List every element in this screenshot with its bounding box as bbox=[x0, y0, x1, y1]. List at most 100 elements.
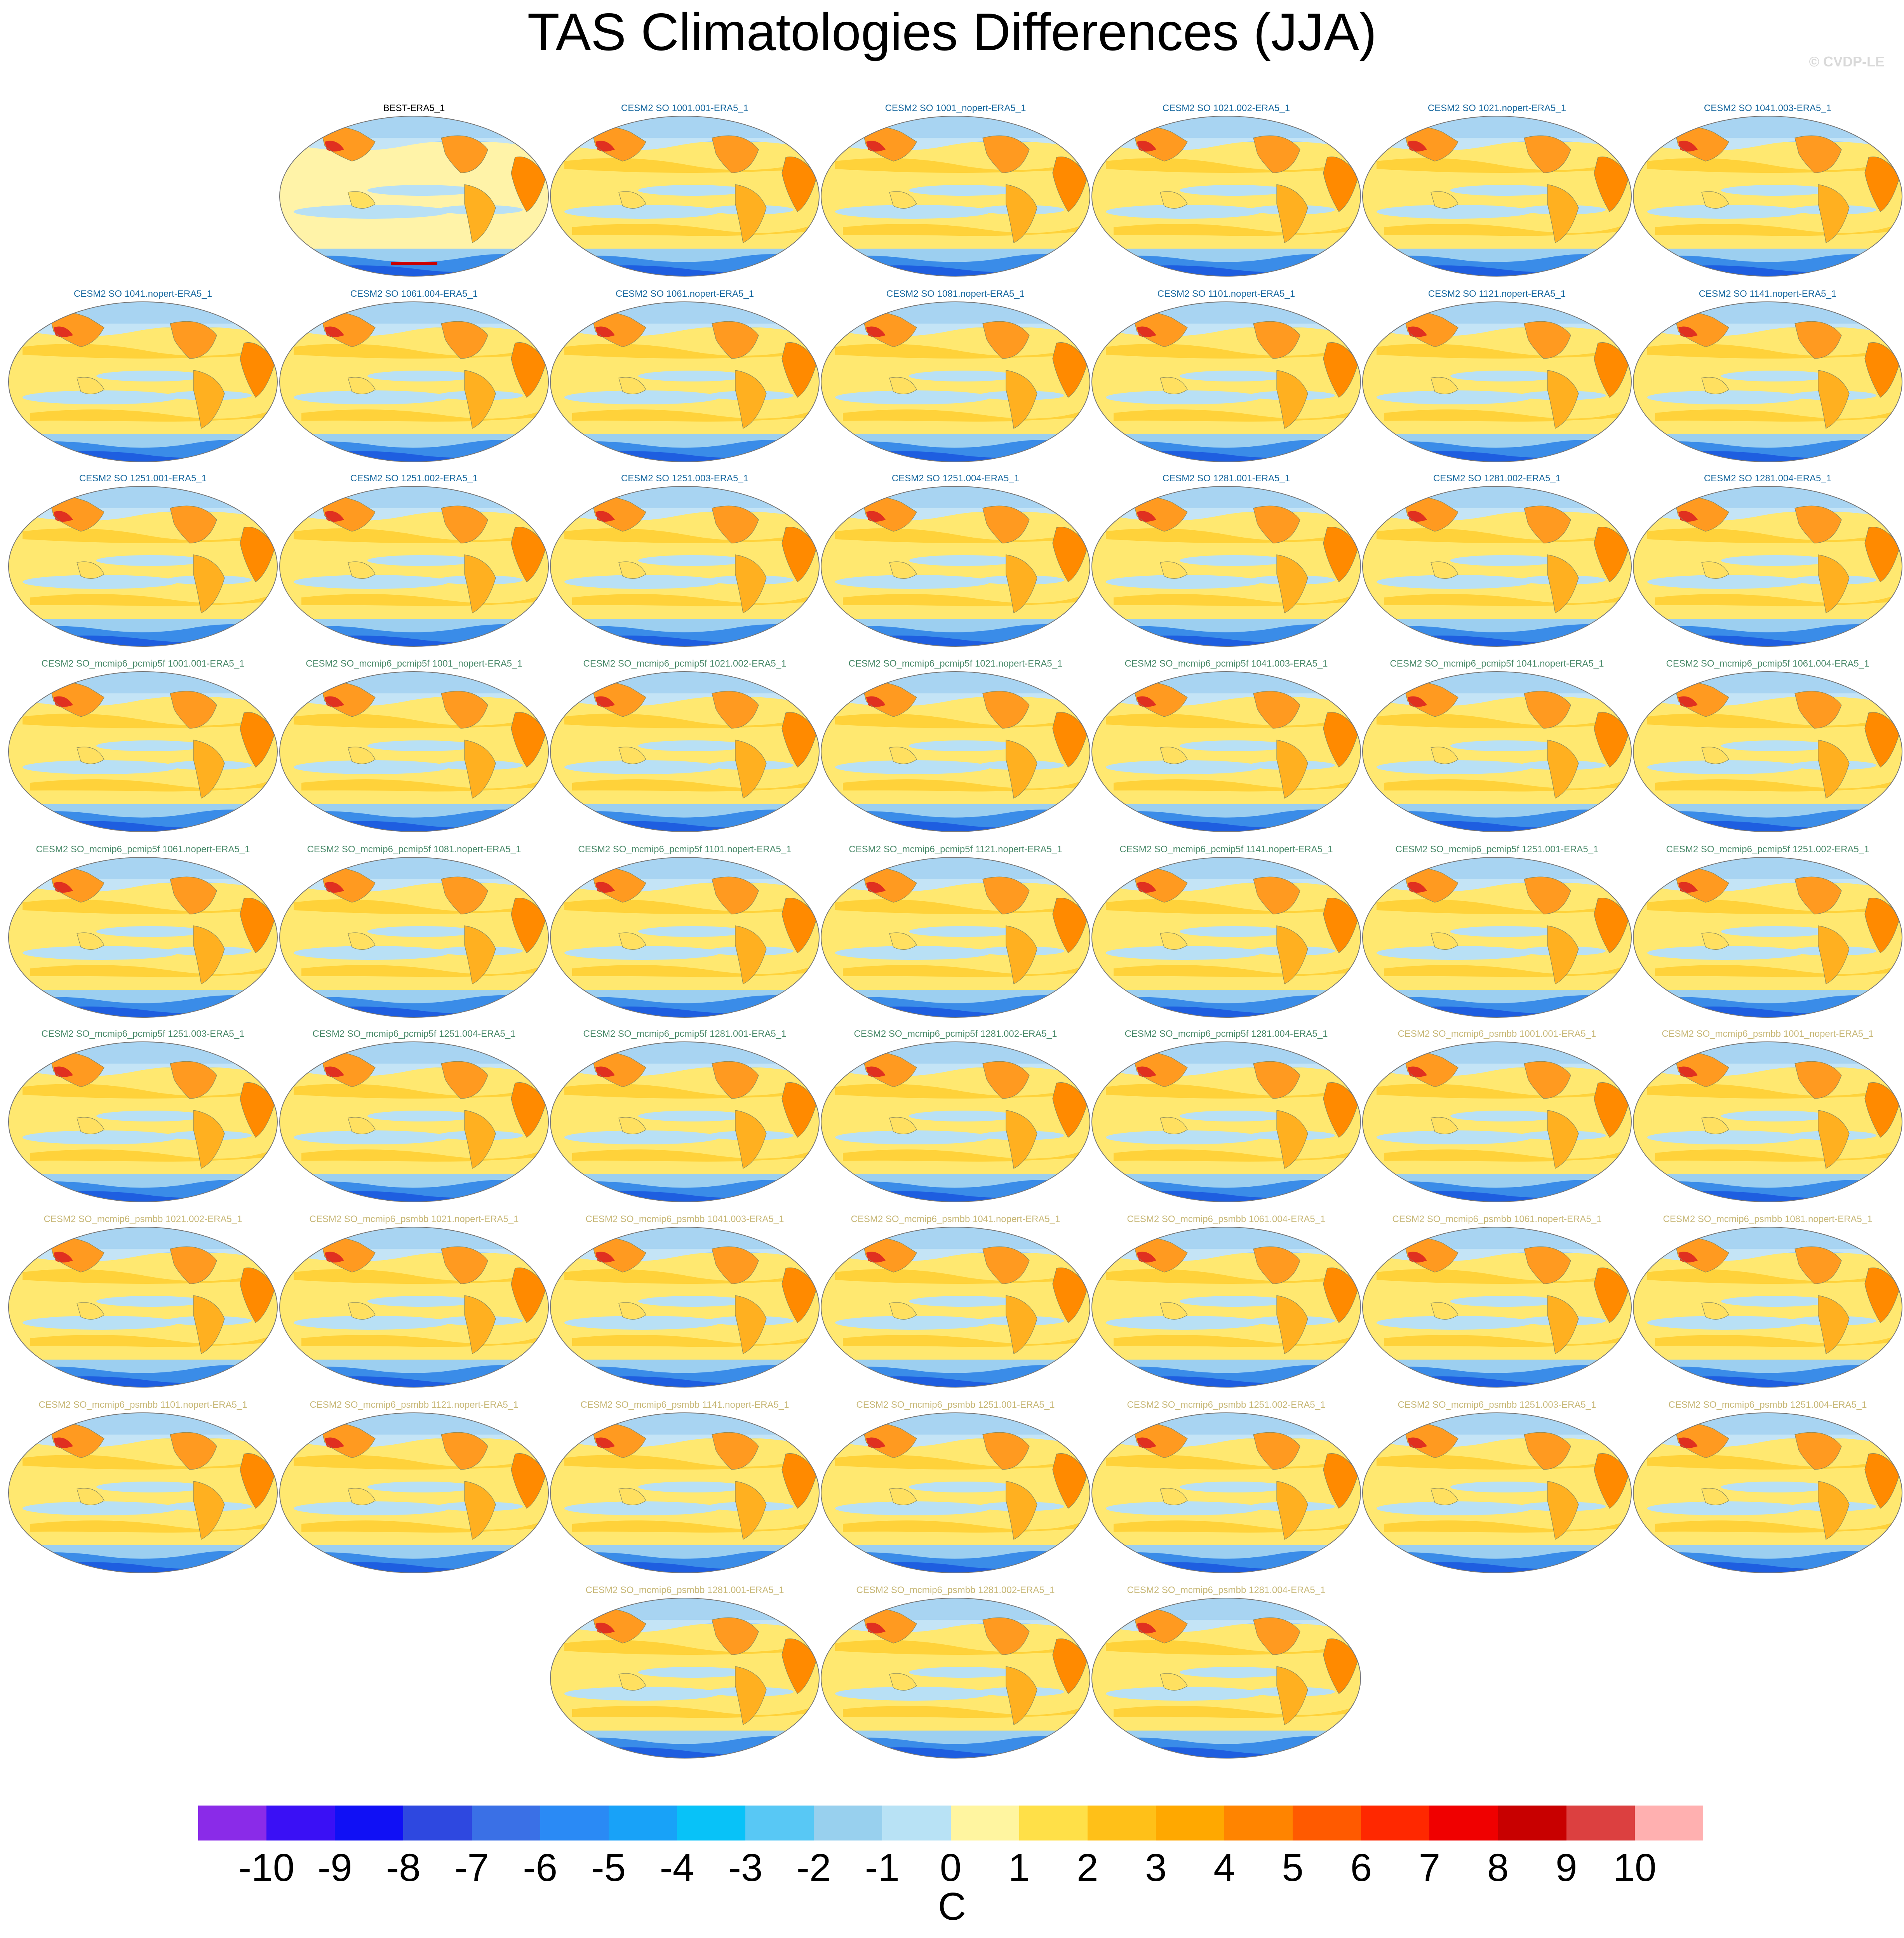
world-map bbox=[8, 486, 278, 647]
panel-title: CESM2 SO_mcmip6_pcmip5f 1251.001-ERA5_1 bbox=[1395, 844, 1599, 855]
world-map bbox=[1362, 1041, 1632, 1202]
map-panel: CESM2 SO_mcmip6_pcmip5f 1041.nopert-ERA5… bbox=[1361, 658, 1633, 833]
colorbar bbox=[198, 1806, 1704, 1840]
world-map bbox=[1362, 1227, 1632, 1388]
colorbar-swatch bbox=[677, 1806, 746, 1840]
world-map bbox=[550, 116, 820, 277]
map-panel: CESM2 SO_mcmip6_pcmip5f 1081.nopert-ERA5… bbox=[278, 844, 550, 1019]
world-map bbox=[8, 857, 278, 1018]
map-panel: CESM2 SO_mcmip6_pcmip5f 1281.002-ERA5_1 bbox=[820, 1029, 1091, 1203]
colorbar-swatch bbox=[403, 1806, 472, 1840]
world-map bbox=[279, 301, 549, 462]
world-map bbox=[1091, 301, 1361, 462]
colorbar-swatch bbox=[198, 1806, 267, 1840]
world-map bbox=[279, 1412, 549, 1573]
map-panel: CESM2 SO_mcmip6_psmbb 1081.nopert-ERA5_1 bbox=[1632, 1214, 1904, 1389]
colorbar-swatch bbox=[1429, 1806, 1498, 1840]
map-panel: CESM2 SO_mcmip6_pcmip5f 1021.002-ERA5_1 bbox=[549, 658, 821, 833]
colorbar-tick-label: 4 bbox=[1213, 1846, 1235, 1889]
colorbar-tick-label: 8 bbox=[1487, 1846, 1509, 1889]
world-map bbox=[550, 857, 820, 1018]
map-panel: CESM2 SO_mcmip6_pcmip5f 1061.nopert-ERA5… bbox=[7, 844, 279, 1019]
panel-title: CESM2 SO_mcmip6_psmbb 1021.002-ERA5_1 bbox=[44, 1214, 242, 1224]
map-panel: CESM2 SO_mcmip6_pcmip5f 1121.nopert-ERA5… bbox=[820, 844, 1091, 1019]
map-panel: CESM2 SO 1021.002-ERA5_1 bbox=[1090, 103, 1362, 278]
world-map bbox=[1633, 671, 1902, 832]
panel-title: CESM2 SO_mcmip6_pcmip5f 1001_nopert-ERA5… bbox=[306, 658, 522, 669]
panel-title: CESM2 SO_mcmip6_pcmip5f 1281.004-ERA5_1 bbox=[1124, 1029, 1328, 1039]
map-panel: CESM2 SO 1001.001-ERA5_1 bbox=[549, 103, 821, 278]
colorbar-tick-label: 0 bbox=[940, 1846, 962, 1889]
colorbar-tick-label: -9 bbox=[317, 1846, 352, 1889]
world-map bbox=[1633, 116, 1902, 277]
world-map bbox=[8, 1227, 278, 1388]
panel-title: CESM2 SO_mcmip6_psmbb 1021.nopert-ERA5_1 bbox=[309, 1214, 519, 1224]
map-panel: CESM2 SO_mcmip6_pcmip5f 1101.nopert-ERA5… bbox=[549, 844, 821, 1019]
world-map bbox=[1633, 857, 1902, 1018]
world-map bbox=[1633, 1041, 1902, 1202]
panel-title: CESM2 SO_mcmip6_psmbb 1041.nopert-ERA5_1 bbox=[851, 1214, 1060, 1224]
world-map bbox=[550, 1227, 820, 1388]
world-map bbox=[1633, 1227, 1902, 1388]
colorbar-tick-label: -6 bbox=[523, 1846, 558, 1889]
panel-title: CESM2 SO_mcmip6_pcmip5f 1251.004-ERA5_1 bbox=[312, 1029, 516, 1039]
panel-title: CESM2 SO_mcmip6_pcmip5f 1041.003-ERA5_1 bbox=[1124, 658, 1328, 669]
panel-title: CESM2 SO 1001.001-ERA5_1 bbox=[621, 103, 749, 113]
map-panel: CESM2 SO_mcmip6_pcmip5f 1141.nopert-ERA5… bbox=[1090, 844, 1362, 1019]
map-panel: CESM2 SO 1281.004-ERA5_1 bbox=[1632, 473, 1904, 648]
world-map bbox=[1091, 1412, 1361, 1573]
panel-title: CESM2 SO_mcmip6_pcmip5f 1021.nopert-ERA5… bbox=[848, 658, 1063, 669]
colorbar-tick-label: -8 bbox=[386, 1846, 421, 1889]
panel-title: CESM2 SO 1081.nopert-ERA5_1 bbox=[886, 289, 1025, 299]
map-panel: CESM2 SO_mcmip6_pcmip5f 1061.004-ERA5_1 bbox=[1632, 658, 1904, 833]
world-map bbox=[550, 1412, 820, 1573]
world-map bbox=[8, 301, 278, 462]
panel-title: CESM2 SO_mcmip6_pcmip5f 1251.002-ERA5_1 bbox=[1666, 844, 1869, 855]
map-panel: CESM2 SO_mcmip6_psmbb 1021.nopert-ERA5_1 bbox=[278, 1214, 550, 1389]
world-map bbox=[1633, 486, 1902, 647]
world-map bbox=[550, 486, 820, 647]
colorbar-tick-label: 10 bbox=[1613, 1846, 1657, 1889]
panel-title: CESM2 SO_mcmip6_psmbb 1081.nopert-ERA5_1 bbox=[1663, 1214, 1873, 1224]
colorbar-swatch bbox=[1019, 1806, 1088, 1840]
panel-title: CESM2 SO_mcmip6_pcmip5f 1001.001-ERA5_1 bbox=[41, 658, 245, 669]
world-map bbox=[279, 486, 549, 647]
map-panel: CESM2 SO_mcmip6_pcmip5f 1041.003-ERA5_1 bbox=[1090, 658, 1362, 833]
map-panel: CESM2 SO 1061.nopert-ERA5_1 bbox=[549, 289, 821, 463]
map-panel: CESM2 SO_mcmip6_pcmip5f 1251.002-ERA5_1 bbox=[1632, 844, 1904, 1019]
colorbar-swatch bbox=[1224, 1806, 1293, 1840]
panel-title: CESM2 SO_mcmip6_psmbb 1251.001-ERA5_1 bbox=[856, 1400, 1055, 1410]
colorbar-swatch bbox=[950, 1806, 1020, 1840]
colorbar-swatch bbox=[1498, 1806, 1567, 1840]
panel-title: CESM2 SO_mcmip6_pcmip5f 1041.nopert-ERA5… bbox=[1390, 658, 1604, 669]
map-panel: CESM2 SO_mcmip6_psmbb 1041.003-ERA5_1 bbox=[549, 1214, 821, 1389]
credit-label: © CVDP-LE bbox=[1809, 54, 1885, 70]
world-map bbox=[8, 671, 278, 832]
colorbar-tick-label: -10 bbox=[238, 1846, 295, 1889]
panel-title: CESM2 SO_mcmip6_psmbb 1061.nopert-ERA5_1 bbox=[1392, 1214, 1602, 1224]
colorbar-swatch bbox=[266, 1806, 335, 1840]
map-panel: CESM2 SO_mcmip6_pcmip5f 1251.003-ERA5_1 bbox=[7, 1029, 279, 1203]
map-panel: CESM2 SO_mcmip6_psmbb 1021.002-ERA5_1 bbox=[7, 1214, 279, 1389]
panel-title: CESM2 SO_mcmip6_pcmip5f 1251.003-ERA5_1 bbox=[41, 1029, 245, 1039]
world-map bbox=[1362, 671, 1632, 832]
panel-title: CESM2 SO_mcmip6_psmbb 1251.002-ERA5_1 bbox=[1127, 1400, 1326, 1410]
colorbar-tick-label: -1 bbox=[865, 1846, 900, 1889]
panel-title: CESM2 SO_mcmip6_psmbb 1061.004-ERA5_1 bbox=[1127, 1214, 1326, 1224]
world-map bbox=[821, 301, 1090, 462]
map-panel: CESM2 SO 1101.nopert-ERA5_1 bbox=[1090, 289, 1362, 463]
panel-title: CESM2 SO_mcmip6_pcmip5f 1141.nopert-ERA5… bbox=[1119, 844, 1333, 855]
panel-title: CESM2 SO_mcmip6_psmbb 1001.001-ERA5_1 bbox=[1398, 1029, 1596, 1039]
world-map bbox=[1362, 857, 1632, 1018]
panel-title: CESM2 SO 1251.002-ERA5_1 bbox=[350, 473, 478, 484]
panel-title: CESM2 SO_mcmip6_pcmip5f 1281.001-ERA5_1 bbox=[583, 1029, 787, 1039]
world-map bbox=[550, 671, 820, 832]
colorbar-swatch bbox=[1634, 1806, 1704, 1840]
panel-title: CESM2 SO_mcmip6_pcmip5f 1101.nopert-ERA5… bbox=[578, 844, 792, 855]
colorbar-swatch bbox=[540, 1806, 609, 1840]
world-map bbox=[1362, 301, 1632, 462]
map-panel: CESM2 SO_mcmip6_psmbb 1101.nopert-ERA5_1 bbox=[7, 1400, 279, 1574]
panel-title: CESM2 SO 1281.001-ERA5_1 bbox=[1162, 473, 1290, 484]
panel-title: CESM2 SO_mcmip6_psmbb 1141.nopert-ERA5_1 bbox=[580, 1400, 789, 1410]
panel-title: CESM2 SO_mcmip6_pcmip5f 1121.nopert-ERA5… bbox=[849, 844, 1062, 855]
